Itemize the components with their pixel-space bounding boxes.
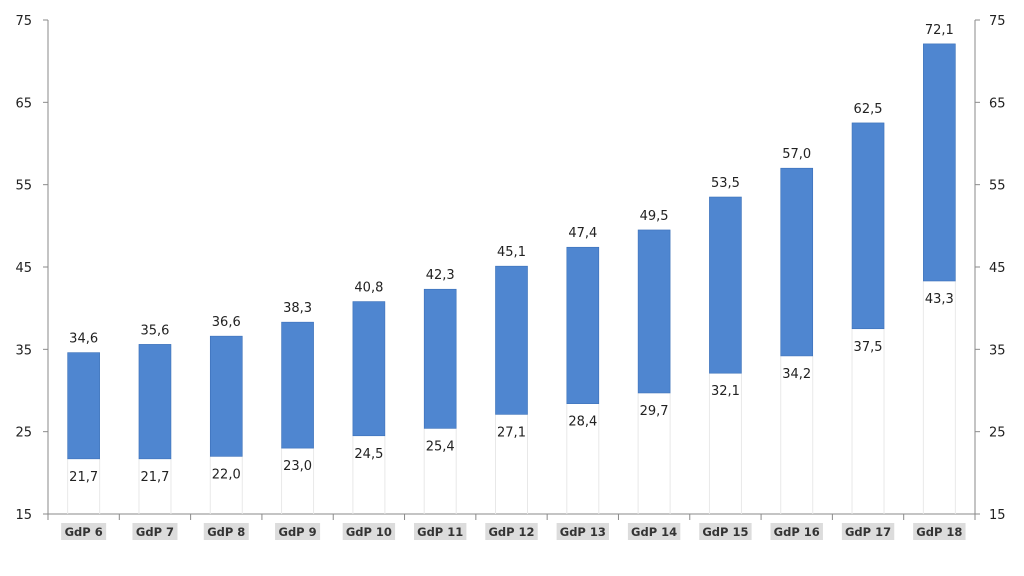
category-label: GdP 8 <box>207 525 245 539</box>
category-label: GdP 13 <box>560 525 606 539</box>
range-bar <box>566 246 600 404</box>
high-value-label: 35,6 <box>140 323 169 338</box>
category-label: GdP 9 <box>279 525 317 539</box>
category-label-bg <box>203 523 249 540</box>
high-value-label: 47,4 <box>568 226 597 241</box>
category-label: GdP 12 <box>488 525 534 539</box>
low-value-label: 29,7 <box>640 404 669 419</box>
range-bar <box>67 352 100 460</box>
right-y-tick-label: 75 <box>989 14 1006 29</box>
category-label-bg <box>132 523 178 540</box>
range-bar <box>281 321 314 449</box>
axes: 15 15 25 25 35 35 45 45 55 55 65 65 75 75 <box>15 14 1005 523</box>
category-label: GdP 11 <box>417 525 463 539</box>
right-y-tick-label: 45 <box>989 261 1006 276</box>
high-value-label: 45,1 <box>497 245 526 260</box>
low-value-label: 28,4 <box>568 415 597 430</box>
category-label-bg <box>699 523 752 540</box>
category-label: GdP 10 <box>346 525 392 539</box>
range-bar <box>923 43 956 282</box>
high-value-label: 34,6 <box>69 332 98 347</box>
range-bar <box>637 229 671 394</box>
left-y-tick-label: 45 <box>15 261 32 276</box>
low-value-label: 43,3 <box>925 292 954 307</box>
right-y-tick-label: 15 <box>989 508 1006 523</box>
low-value-label: 22,0 <box>212 467 241 482</box>
low-value-label: 21,7 <box>69 470 98 485</box>
category-label: GdP 17 <box>845 525 891 539</box>
high-value-label: 72,1 <box>925 23 954 38</box>
category-label-bg <box>627 523 681 540</box>
left-y-tick-label: 15 <box>15 508 32 523</box>
right-y-tick-label: 25 <box>989 426 1006 441</box>
category-label: GdP 6 <box>65 525 103 539</box>
right-y-tick-label: 55 <box>989 179 1006 194</box>
high-value-label: 57,0 <box>782 147 811 162</box>
category-label-bg <box>770 523 823 540</box>
right-y-tick-label: 35 <box>989 343 1006 358</box>
high-value-label: 38,3 <box>283 301 312 316</box>
category-label-bg <box>413 523 467 540</box>
category-label: GdP 15 <box>702 525 748 539</box>
left-y-tick-label: 25 <box>15 426 32 441</box>
bars <box>67 43 956 460</box>
range-bar <box>851 122 885 330</box>
baseline-guides <box>67 280 956 514</box>
low-value-label: 27,1 <box>497 425 526 440</box>
range-bar <box>423 288 457 429</box>
category-label: GdP 16 <box>774 525 820 539</box>
range-bar <box>352 301 386 437</box>
range-bar <box>209 335 243 457</box>
category-label-bg <box>61 523 107 540</box>
low-value-label: 21,7 <box>140 470 169 485</box>
category-label-bg <box>485 523 538 540</box>
category-label: GdP 7 <box>136 525 174 539</box>
range-bar <box>495 265 528 415</box>
low-value-label: 25,4 <box>426 439 455 454</box>
low-value-label: 23,0 <box>283 459 312 474</box>
category-label: GdP 18 <box>916 525 962 539</box>
category-label-bg <box>556 523 610 540</box>
high-value-label: 53,5 <box>711 176 740 191</box>
category-label: GdP 14 <box>631 525 677 539</box>
left-y-tick-label: 65 <box>15 96 32 111</box>
category-labels: GdP 6 GdP 7 GdP 8 GdP 9 GdP 10 GdP 11 GdP 12 Gd… <box>61 523 966 540</box>
left-y-tick-label: 35 <box>15 343 32 358</box>
low-value-label: 37,5 <box>854 340 883 355</box>
left-y-tick-label: 55 <box>15 179 32 194</box>
left-y-tick-label: 75 <box>15 14 32 29</box>
category-label-bg <box>841 523 895 540</box>
high-value-label: 49,5 <box>640 209 669 224</box>
category-label-bg <box>342 523 396 540</box>
high-value-label: 62,5 <box>854 102 883 117</box>
high-value-label: 42,3 <box>426 268 455 283</box>
low-value-label: 24,5 <box>354 447 383 462</box>
right-y-tick-label: 65 <box>989 96 1006 111</box>
high-value-label: 40,8 <box>354 281 383 296</box>
low-value-label: 32,1 <box>711 384 740 399</box>
range-bar <box>709 196 742 374</box>
range-bar <box>138 344 172 460</box>
high-value-label: 36,6 <box>212 315 241 330</box>
range-bar <box>780 167 814 357</box>
data-labels: 34,6 21,7 35,6 21,7 36,6 22,0 38,3 23,0 40,8 24,5… <box>69 23 954 485</box>
low-value-label: 34,2 <box>782 367 811 382</box>
category-label-bg <box>913 523 966 540</box>
category-label-bg <box>275 523 321 540</box>
